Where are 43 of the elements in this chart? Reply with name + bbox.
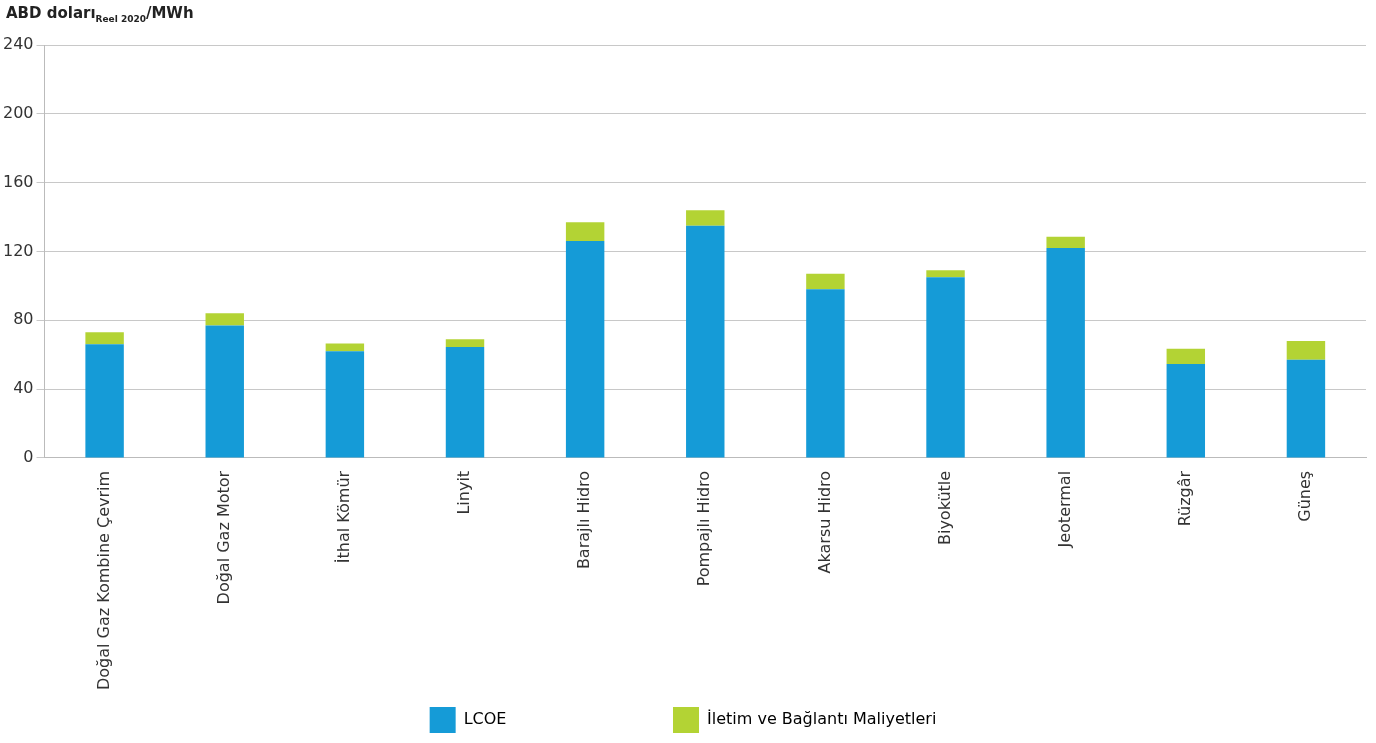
bar bbox=[205, 325, 244, 458]
bar bbox=[325, 343, 365, 352]
x-tick-label: Güneş bbox=[1295, 470, 1315, 522]
bar bbox=[1046, 236, 1085, 248]
y-tick-label: 240 bbox=[2, 34, 34, 54]
y-axis-title: ABD doları$_{Reel 2020}$/MWh bbox=[6, 4, 194, 24]
x-tick-label: Jeotermal bbox=[1054, 470, 1074, 549]
bar bbox=[806, 289, 845, 458]
y-tick-label: 200 bbox=[2, 102, 34, 122]
bar bbox=[1286, 359, 1326, 458]
bar bbox=[85, 332, 124, 345]
bar bbox=[1046, 248, 1085, 458]
x-tick-label: İthal Kömür bbox=[334, 470, 354, 564]
x-tick-label: Linyit bbox=[454, 470, 474, 515]
y-tick-label: 120 bbox=[2, 240, 34, 260]
bar bbox=[445, 339, 485, 347]
bar bbox=[85, 344, 124, 458]
bar bbox=[1166, 364, 1206, 458]
x-tick-label: Doğal Gaz Motor bbox=[213, 470, 233, 605]
bar bbox=[565, 222, 605, 242]
y-tick-label: 40 bbox=[13, 378, 34, 398]
x-tick-label: Barajlı Hidro bbox=[574, 470, 594, 570]
y-tick-label: 80 bbox=[13, 309, 34, 329]
x-tick-label: Doğal Gaz Kombine Çevrim bbox=[93, 470, 113, 690]
bar bbox=[325, 351, 365, 458]
bar bbox=[565, 241, 605, 458]
x-tick-label: Pompajlı Hidro bbox=[694, 470, 714, 587]
y-tick-label: 160 bbox=[2, 171, 34, 191]
bar bbox=[686, 225, 725, 458]
legend-label: İletim ve Bağlantı Maliyetleri bbox=[707, 709, 937, 729]
bar bbox=[445, 346, 485, 458]
x-tick-label: Rüzgâr bbox=[1174, 470, 1194, 527]
y-tick-label: 0 bbox=[23, 447, 34, 467]
x-tick-label: Akarsu Hidro bbox=[814, 470, 834, 574]
bar bbox=[205, 313, 244, 326]
bar bbox=[926, 270, 965, 278]
bar bbox=[1166, 348, 1206, 365]
bar bbox=[686, 210, 725, 226]
bar bbox=[926, 277, 965, 458]
x-tick-label: Biyokütle bbox=[934, 470, 954, 546]
legend-label: LCOE bbox=[463, 709, 660, 729]
bar bbox=[1286, 340, 1326, 360]
bar bbox=[806, 273, 845, 290]
